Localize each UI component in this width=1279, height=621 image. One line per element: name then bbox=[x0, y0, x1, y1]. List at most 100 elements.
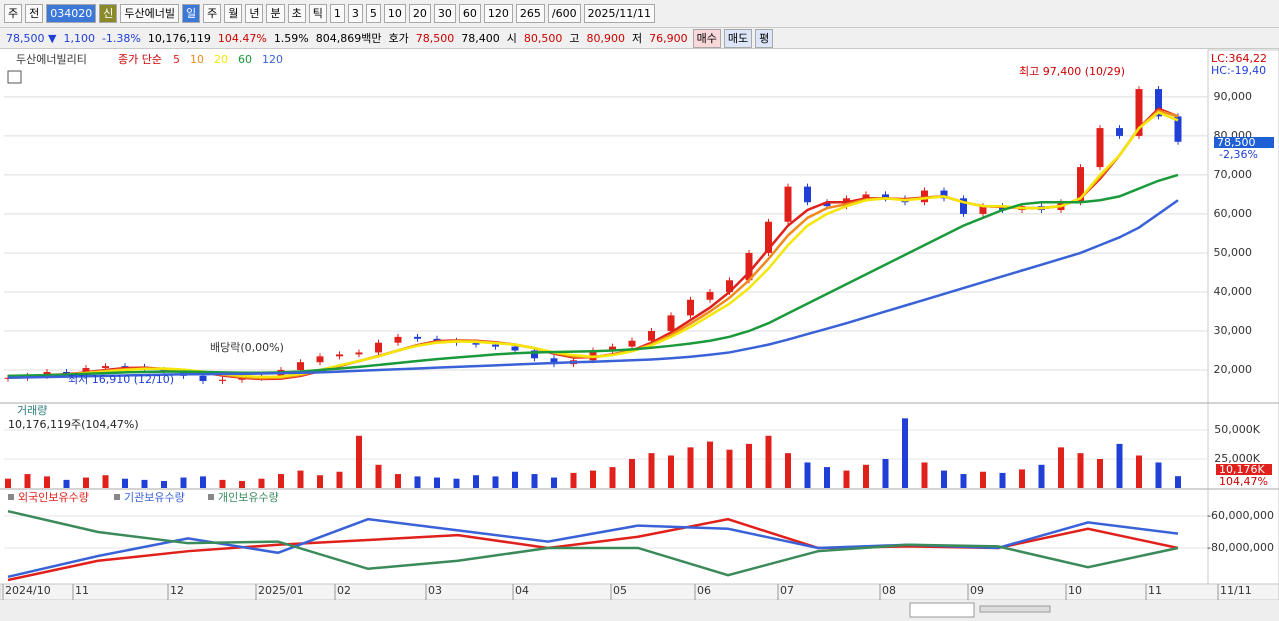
candle-body bbox=[706, 291, 714, 300]
candle-body bbox=[82, 368, 90, 374]
quote-field: 104.47% bbox=[217, 31, 267, 45]
legend-entry: 120 bbox=[262, 53, 283, 66]
toolbar-item[interactable]: 주 bbox=[203, 4, 222, 23]
status-bar bbox=[0, 600, 1279, 621]
table-icon[interactable] bbox=[7, 70, 22, 84]
toolbar-item[interactable]: 60 bbox=[458, 4, 481, 23]
zoom-slider[interactable] bbox=[979, 605, 1051, 613]
volume-bar bbox=[785, 453, 791, 488]
volume-bar bbox=[1019, 469, 1025, 488]
volume-bar bbox=[278, 474, 284, 488]
quote-field[interactable]: 매수 bbox=[692, 28, 721, 48]
volume-bar bbox=[999, 472, 1006, 488]
candle-body bbox=[1096, 128, 1104, 168]
toolbar-item[interactable]: 분 bbox=[266, 4, 285, 23]
indicator-type: 종가 단순 bbox=[118, 53, 162, 66]
y-tick-label: -80,000,000 bbox=[1207, 541, 1274, 554]
quote-bar: 78,500 ▼ 1,100 -1.38% 10,176,119 104.47% 1.59… bbox=[0, 28, 1279, 49]
toolbar-item[interactable]: 틱 bbox=[308, 4, 327, 23]
quote-field: 호가 bbox=[388, 31, 409, 45]
toolbar-item[interactable]: 일 bbox=[181, 4, 201, 23]
candle-body bbox=[511, 346, 519, 351]
volume-bar bbox=[687, 447, 694, 488]
ma-line bbox=[7, 517, 1179, 582]
candle-body bbox=[258, 375, 265, 378]
toolbar-item[interactable]: 3 bbox=[347, 4, 363, 23]
candle-body bbox=[901, 198, 909, 203]
candle-body bbox=[862, 194, 870, 199]
candle-body bbox=[570, 360, 577, 365]
toolbar-item[interactable]: 120 bbox=[483, 4, 513, 23]
volume-bar bbox=[102, 475, 109, 488]
toolbar-item: 2025/11/11 bbox=[583, 4, 655, 23]
volume-bar bbox=[356, 435, 362, 488]
candle-body bbox=[784, 186, 792, 222]
volume-bar bbox=[24, 474, 31, 488]
candle-body bbox=[24, 375, 31, 378]
y-tick-label: 30,000 bbox=[1214, 324, 1253, 337]
volume-bar bbox=[1136, 455, 1142, 488]
x-tick-label: 06 bbox=[697, 584, 711, 597]
quote-field[interactable]: 평 bbox=[755, 28, 774, 48]
volume-bar bbox=[531, 474, 538, 488]
indicator-name: 두산에너빌리티 bbox=[16, 53, 87, 66]
candle-body bbox=[121, 366, 129, 368]
candle-body bbox=[1155, 89, 1162, 117]
volume-bar bbox=[648, 453, 655, 488]
volume-bar bbox=[707, 441, 713, 488]
candle-body bbox=[882, 194, 889, 199]
candle-body bbox=[1038, 206, 1045, 211]
volume-bar bbox=[180, 477, 187, 488]
toolbar-item[interactable]: 년 bbox=[245, 4, 264, 23]
x-tick-label: 10 bbox=[1068, 584, 1082, 597]
volume-bar bbox=[492, 476, 499, 488]
y-tick-label: 50,000 bbox=[1214, 246, 1253, 259]
candle-body bbox=[1057, 202, 1065, 211]
y-tick-label: 25,000K bbox=[1214, 452, 1260, 465]
toolbar-item[interactable]: 20 bbox=[408, 4, 431, 23]
volume-bar bbox=[590, 470, 596, 488]
volume-bar bbox=[921, 462, 928, 488]
candle-body bbox=[765, 221, 772, 253]
volume-bar bbox=[1058, 447, 1064, 488]
toolbar-item[interactable]: 5 bbox=[365, 4, 381, 23]
toolbar-item[interactable]: 10 bbox=[383, 4, 406, 23]
candle-body bbox=[199, 375, 207, 381]
legend-swatch bbox=[8, 494, 14, 500]
x-tick-label: 05 bbox=[613, 584, 627, 597]
toolbar-item[interactable]: 1 bbox=[329, 4, 345, 23]
y-tick-label: -60,000,000 bbox=[1207, 509, 1274, 522]
ma-line bbox=[7, 173, 1179, 378]
candle-body bbox=[453, 340, 460, 343]
quote-field: 고 bbox=[569, 31, 580, 45]
legend-entry: 5 bbox=[173, 53, 180, 66]
scroll-buttons[interactable] bbox=[909, 602, 975, 618]
quote-field: -1.38% bbox=[101, 31, 141, 45]
y-tick-label: 20,000 bbox=[1214, 363, 1253, 376]
quote-field[interactable]: 매도 bbox=[723, 28, 753, 48]
legend-swatch bbox=[208, 494, 214, 500]
legend-entry: 개인보유수량 bbox=[218, 491, 279, 504]
quote-field: 시 bbox=[506, 31, 517, 45]
volume-bar bbox=[765, 435, 772, 488]
toolbar-item[interactable]: 주 bbox=[4, 4, 23, 23]
legend-entry: 10 bbox=[190, 53, 204, 66]
quote-field: 저 bbox=[632, 31, 643, 45]
volume-bar bbox=[882, 458, 889, 488]
ma-line bbox=[7, 199, 1179, 380]
toolbar-item[interactable]: 월 bbox=[224, 4, 243, 23]
volume-bar bbox=[726, 449, 733, 488]
volume-bar bbox=[824, 467, 830, 488]
ma-line bbox=[7, 517, 1179, 579]
volume-bar bbox=[44, 476, 50, 488]
toolbar-item[interactable]: 전 bbox=[25, 4, 44, 23]
last-change: -2,36% bbox=[1219, 148, 1258, 161]
candle-body bbox=[297, 362, 304, 371]
toolbar-item[interactable]: 30 bbox=[433, 4, 456, 23]
candle-body bbox=[1174, 116, 1182, 142]
y-tick-label: 70,000 bbox=[1214, 168, 1253, 181]
low-annotation: 최저 16,910 (12/10) bbox=[68, 373, 174, 386]
candle-body bbox=[609, 346, 616, 351]
volume-bar bbox=[141, 479, 148, 488]
toolbar-item[interactable]: 초 bbox=[287, 4, 306, 23]
